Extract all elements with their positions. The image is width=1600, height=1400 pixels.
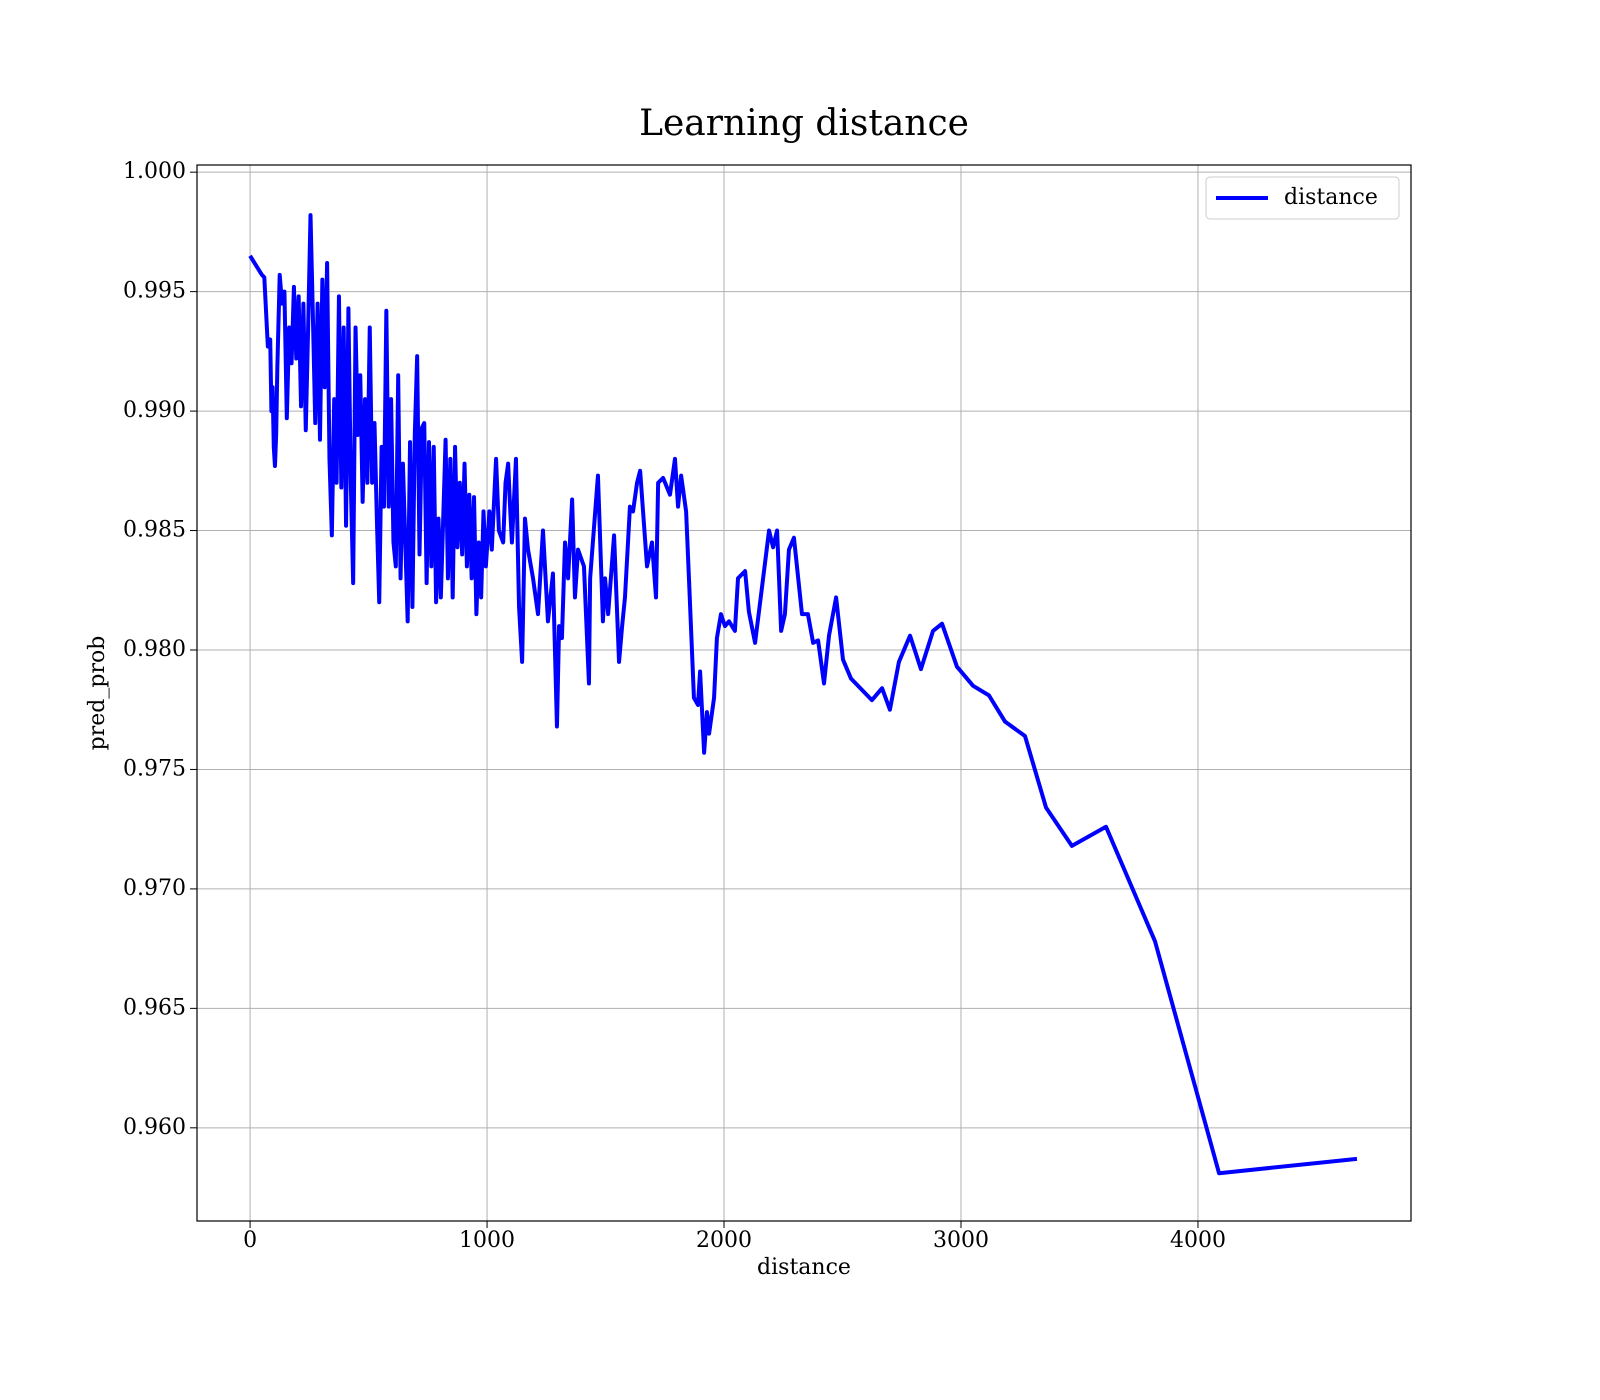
- plot-frame: [196, 164, 1412, 1222]
- y-tick-label: 0.970: [123, 876, 186, 901]
- y-tick-label: 0.985: [123, 518, 186, 543]
- data-line: [248, 213, 1358, 1176]
- x-tick-label: 3000: [933, 1228, 989, 1253]
- y-tick-label: 0.995: [123, 279, 186, 304]
- y-tick-label: 0.980: [123, 637, 186, 662]
- chart-title: Learning distance: [639, 103, 969, 144]
- y-tick-label: 0.975: [123, 756, 186, 781]
- y-axis-label: pred_prob: [85, 636, 110, 751]
- y-tick-label: 0.960: [123, 1115, 186, 1140]
- y-tick-label: 1.000: [123, 159, 186, 184]
- x-axis-label: distance: [757, 1255, 851, 1280]
- x-tick-label: 0: [243, 1228, 257, 1253]
- legend-box: [1205, 176, 1400, 220]
- y-tick-label: 0.990: [123, 398, 186, 423]
- legend-label: distance: [1284, 185, 1378, 210]
- y-tick-label: 0.965: [123, 995, 186, 1020]
- x-tick-label: 1000: [459, 1228, 515, 1253]
- x-tick-label: 4000: [1170, 1228, 1226, 1253]
- x-tick-label: 2000: [696, 1228, 752, 1253]
